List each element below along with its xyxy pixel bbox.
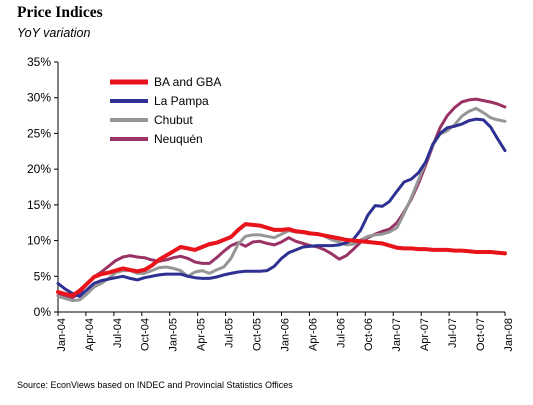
x-tick-label: Jan-05 (168, 318, 180, 352)
x-tick-label: Jul-04 (112, 318, 124, 348)
x-tick-label: Jul-06 (335, 318, 347, 348)
source-note: Source: EconViews based on INDEC and Pro… (17, 380, 293, 390)
y-tick-label: 30% (27, 91, 51, 105)
x-tick-label: Jan-07 (391, 318, 403, 352)
x-tick-label: Apr-05 (196, 318, 208, 351)
chart-title: Price Indices (17, 4, 103, 21)
x-tick-label: Jan-06 (279, 318, 291, 352)
x-tick-label: Jan-04 (56, 318, 68, 352)
chart-subtitle: YoY variation (17, 26, 91, 40)
y-tick-label: 35% (27, 55, 51, 69)
x-tick-label: Jul-05 (224, 318, 236, 348)
legend-label: La Pampa (154, 94, 209, 108)
y-tick-label: 10% (27, 234, 51, 248)
y-tick-label: 0% (34, 305, 52, 319)
legend-label: Neuquén (154, 132, 203, 146)
x-tick-label: Oct-05 (251, 318, 263, 351)
series-line-ba-and-gba (56, 222, 507, 298)
y-tick-label: 25% (27, 126, 51, 140)
legend-label: BA and GBA (154, 75, 221, 89)
y-tick-label: 15% (27, 198, 51, 212)
legend-label: Chubut (154, 113, 193, 127)
x-tick-label: Apr-04 (84, 318, 96, 351)
y-tick-label: 5% (34, 269, 52, 283)
series-line-la-pampa (56, 117, 507, 298)
x-tick-label: Oct-07 (475, 318, 487, 351)
x-tick-label: Oct-04 (140, 318, 152, 351)
x-tick-label: Apr-06 (307, 318, 319, 351)
x-tick-label: Apr-07 (419, 318, 431, 351)
x-tick-label: Oct-06 (363, 318, 375, 351)
y-tick-label: 20% (27, 162, 51, 176)
x-tick-label: Jul-07 (447, 318, 459, 348)
x-tick-label: Jan-08 (503, 318, 515, 352)
